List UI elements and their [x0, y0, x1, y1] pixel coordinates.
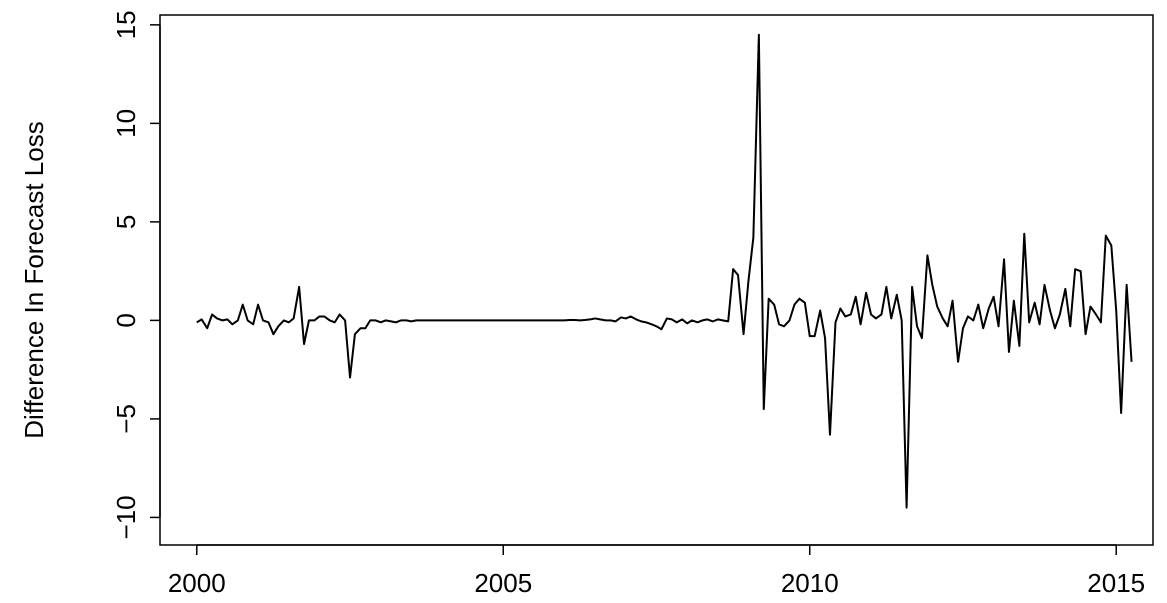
plot-frame	[159, 14, 1154, 546]
y-tick-label: 10	[111, 109, 141, 138]
y-tick-label: −5	[111, 404, 141, 434]
x-tick-label: 2000	[168, 568, 226, 598]
data-line	[196, 33, 1133, 509]
x-tick-label: 2015	[1087, 568, 1145, 598]
x-tick-label: 2005	[474, 568, 532, 598]
y-tick-label: 0	[111, 313, 141, 327]
x-tick-label: 2010	[781, 568, 839, 598]
y-tick-label: 5	[111, 215, 141, 229]
y-tick-label: −10	[111, 495, 141, 539]
y-tick-label: 15	[111, 10, 141, 39]
y-axis-title: Difference In Forecast Loss	[19, 121, 49, 438]
